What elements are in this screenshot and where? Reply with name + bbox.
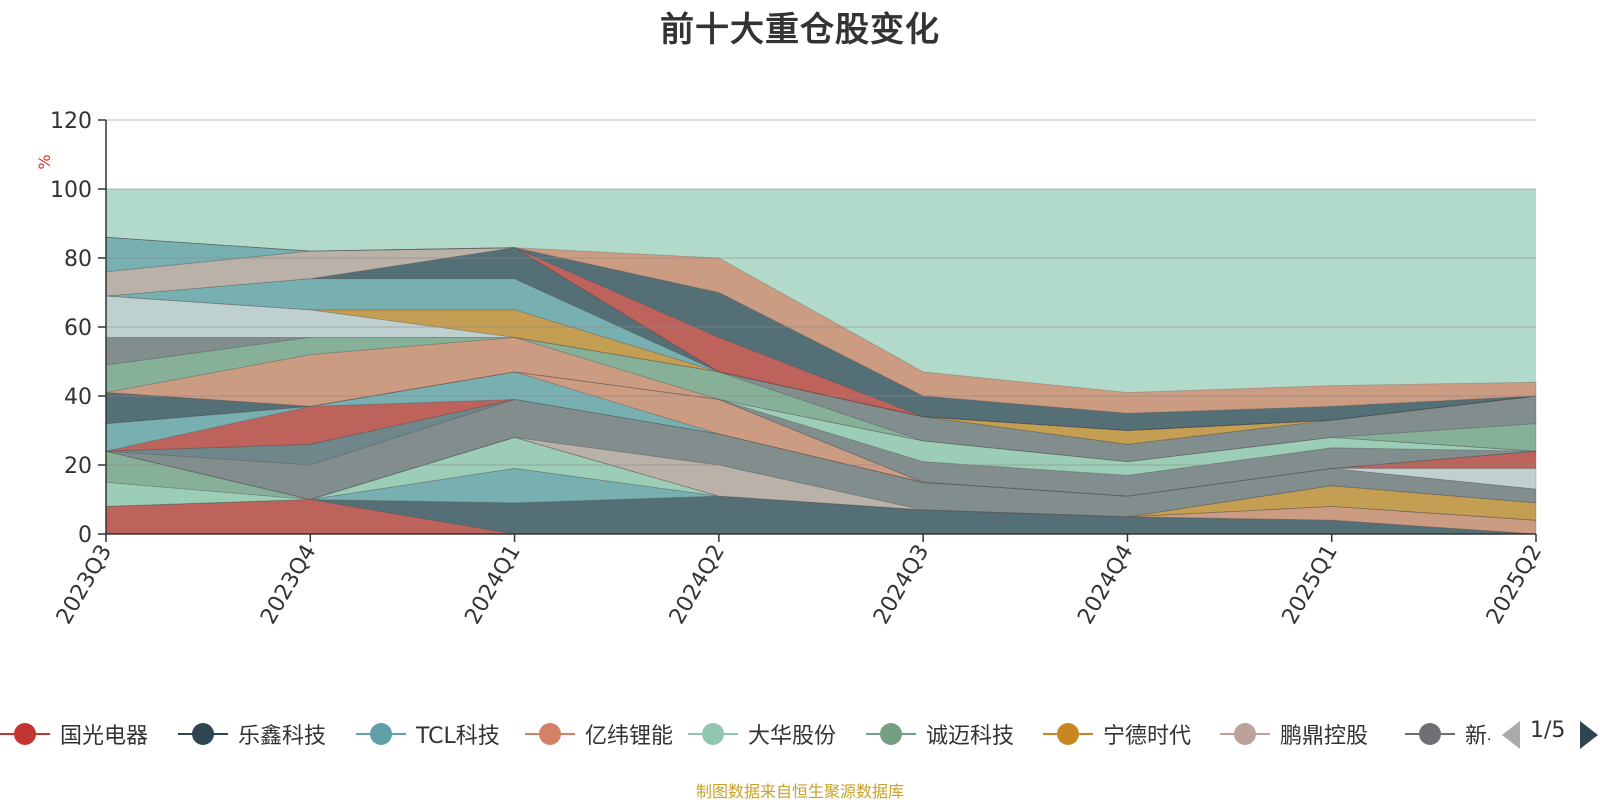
legend-label: 乐鑫科技 [238,724,327,749]
y-tick-label-2: 40 [64,385,92,410]
y-tick-label-4: 80 [64,247,92,272]
legend-swatch-dot [370,723,392,745]
x-tick-label-0: 2023Q3 [52,541,117,629]
legend-label: 国光电器 [60,724,149,749]
y-tick-label-3: 60 [64,316,92,341]
legend-item[interactable]: 鹏鼎控股 [1220,716,1368,752]
legend-label: 新易盛 [1465,724,1490,749]
legend-label: 诚迈科技 [926,724,1015,749]
series-area-18 [105,336,1537,463]
legend-item[interactable]: 宁德时代 [1043,716,1191,752]
legend-label: 大华股份 [748,724,837,749]
y-tick-label-5: 100 [50,178,92,203]
x-tick-label-1: 2023Q4 [256,541,321,629]
x-tick-label-4: 2024Q3 [869,541,934,629]
legend-item[interactable]: 大华股份 [688,716,836,752]
legend-swatch-dot [14,723,36,745]
legend-item[interactable]: 新易盛 [1405,716,1490,752]
legend-swatch-dot [1057,723,1079,745]
legend-swatch-icon [178,719,228,749]
legend-swatch-icon [1220,719,1270,749]
y-tick-label-0: 0 [78,523,92,548]
pager-prev-button[interactable] [1502,721,1520,749]
legend-swatch-icon [1405,719,1455,749]
chart-title: 前十大重仓股变化 [660,10,940,50]
legend-swatch-dot [1419,723,1441,745]
legend-swatch-icon [525,719,575,749]
legend-swatch-dot [880,723,902,745]
legend-swatch-icon [688,719,738,749]
legend-item[interactable]: 国光电器 [0,716,148,752]
y-axis-label: % [35,154,54,169]
x-tick-label-3: 2024Q2 [665,541,730,629]
legend-swatch-dot [702,723,724,745]
source-note: 制图数据来自恒生聚源数据库 [695,782,904,800]
legend-label: TCL科技 [416,724,500,749]
pager-next-button[interactable] [1580,721,1598,749]
series-area-28 [105,236,1537,414]
legend-item[interactable]: 乐鑫科技 [178,716,326,752]
legend-swatch-icon [866,719,916,749]
x-tick-label-7: 2025Q2 [1482,541,1547,629]
legend-swatch-icon [0,719,50,749]
pager-page-indicator: 1/5 [1530,718,1566,743]
legend: 国光电器 乐鑫科技 TCL科技 亿纬锂能 大华股份 诚迈科技 宁德时代 鹏鼎控股 新易盛 [0,716,1490,752]
y-tick-label-6: 120 [50,109,92,134]
legend-item[interactable]: 亿纬锂能 [525,716,673,752]
legend-item[interactable]: TCL科技 [356,716,500,752]
legend-label: 宁德时代 [1103,724,1192,749]
legend-swatch-dot [539,723,561,745]
legend-swatch-dot [1234,723,1256,745]
legend-pager: 1/5 [1502,718,1600,750]
x-tick-label-6: 2025Q1 [1278,541,1343,629]
legend-item[interactable]: 诚迈科技 [866,716,1014,752]
legend-swatch-icon [356,719,406,749]
legend-swatch-dot [192,723,214,745]
legend-label: 亿纬锂能 [585,724,674,749]
legend-label: 鹏鼎控股 [1280,724,1369,749]
y-tick-label-1: 20 [64,454,92,479]
x-tick-label-2: 2024Q1 [460,541,525,629]
x-tick-label-5: 2024Q4 [1073,541,1138,629]
legend-swatch-icon [1043,719,1093,749]
